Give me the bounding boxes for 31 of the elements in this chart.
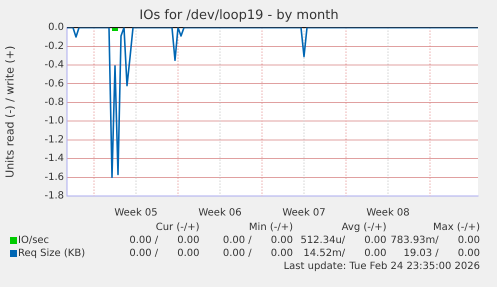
text: 14.52m/ 0.00 [302, 247, 386, 260]
text: Cur (-/+) [154, 221, 200, 234]
text: 0.00 / 0.00 [222, 234, 293, 247]
y-tick-label: -0.2 [44, 40, 64, 52]
y-axis-title: Units read (-) / write (+) [3, 46, 16, 178]
y-tick-label: -1.6 [44, 172, 64, 183]
chart-title: IOs for /dev/loop19 - by month [139, 8, 339, 24]
text: 783.93m/ 0.00 [390, 234, 480, 247]
legend-label: Req Size (KB) [18, 247, 86, 260]
text: 19.03 / 0.00 [402, 247, 480, 260]
y-tick-label: -0.4 [44, 60, 64, 71]
x-tick-label: Week 07 [282, 208, 326, 219]
y-tick-label: 0.0 [48, 22, 64, 34]
legend-label: IO/sec [18, 234, 50, 247]
text: Last update: Tue Feb 24 23:35:00 2026 [282, 260, 480, 273]
y-tick-label: -1.8 [44, 190, 64, 202]
text: Avg (-/+) [340, 221, 386, 234]
text: Max (-/+) [432, 221, 480, 234]
text: 0.00 / 0.00 [128, 234, 200, 247]
text: Min (-/+) [248, 221, 293, 234]
text: 512.34u/ 0.00 [299, 234, 386, 247]
x-tick-label: Week 05 [114, 208, 158, 219]
y-tick-label: -1.2 [44, 134, 64, 146]
y-tick-label: -0.6 [44, 78, 64, 90]
y-tick-label: -1.4 [44, 153, 64, 164]
x-tick-label: Week 06 [198, 208, 242, 219]
x-tick-label: Week 08 [366, 208, 410, 219]
y-tick-label: -1.0 [44, 116, 64, 127]
text: 0.00 / 0.00 [222, 247, 293, 260]
y-tick-label: -0.8 [44, 97, 64, 108]
text: 0.00 / 0.00 [128, 247, 200, 260]
